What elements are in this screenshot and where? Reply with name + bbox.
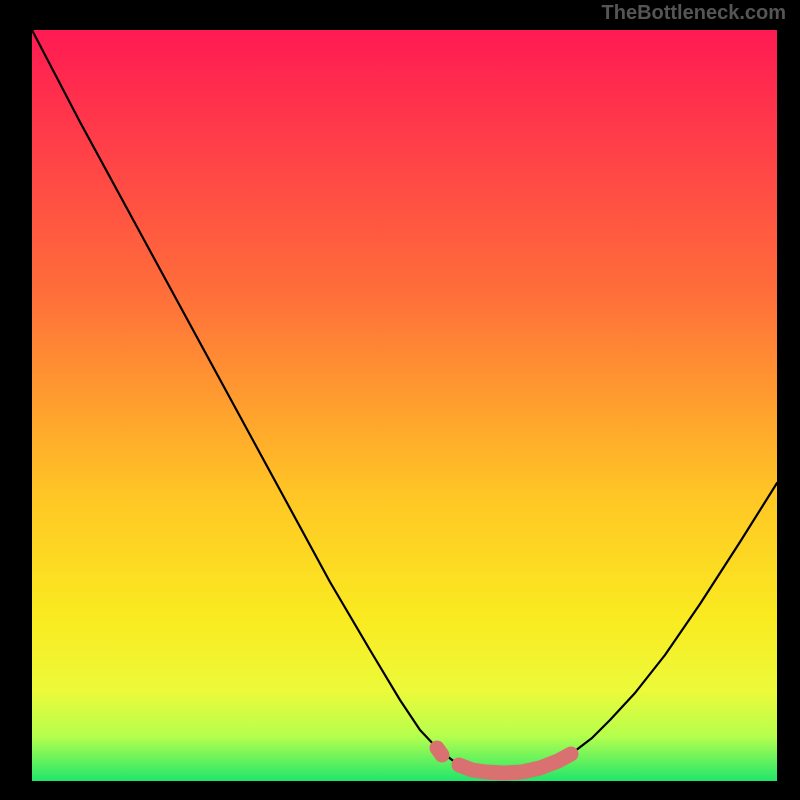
highlight-segment-0 (437, 748, 442, 755)
highlight-group (437, 748, 571, 773)
bottleneck-curve-svg (0, 0, 800, 800)
watermark-text: TheBottleneck.com (602, 2, 786, 25)
highlight-segment-1 (459, 754, 571, 773)
main-curve (32, 30, 777, 773)
